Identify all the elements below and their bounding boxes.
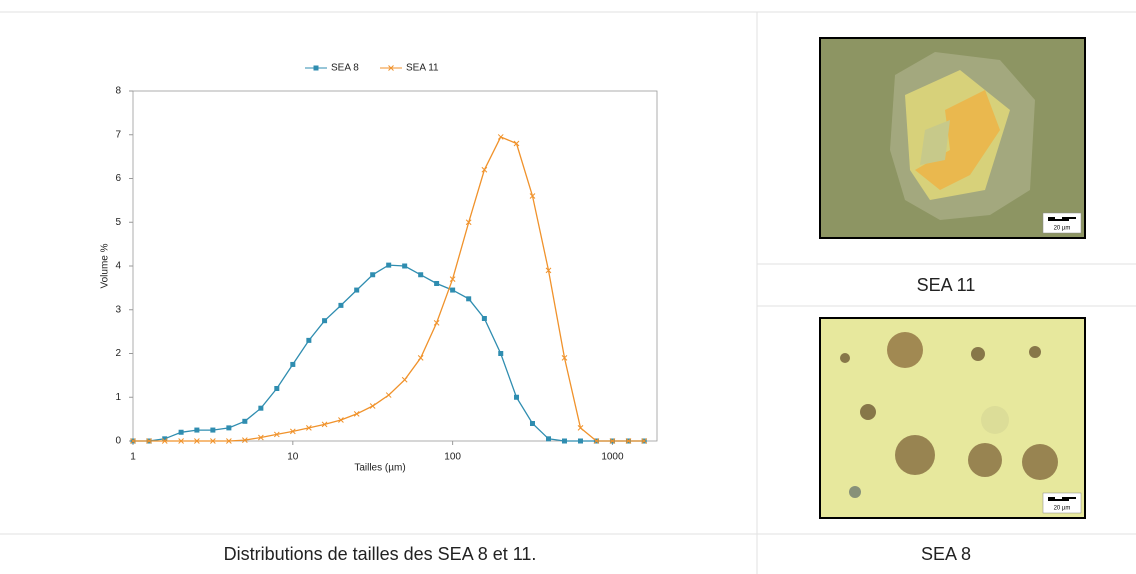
y-tick-label: 0 — [115, 436, 121, 447]
figure-caption: Distributions de tailles des SEA 8 et 11… — [224, 544, 537, 564]
marker — [561, 355, 568, 361]
marker — [370, 272, 376, 278]
marker — [274, 386, 280, 391]
marker — [498, 351, 504, 356]
marker — [241, 437, 248, 443]
marker — [513, 140, 520, 147]
marker — [161, 438, 168, 444]
marker — [481, 316, 487, 321]
marker — [369, 403, 376, 409]
y-tick-label: 3 — [115, 304, 121, 315]
marker — [338, 417, 344, 423]
marker — [609, 438, 616, 444]
y-tick-label: 4 — [115, 261, 121, 272]
marker — [273, 431, 280, 438]
y-tick-label: 8 — [115, 86, 121, 97]
x-tick-label: 1 — [130, 452, 136, 463]
x-tick-label: 100 — [444, 452, 461, 463]
image-caption: SEA 11 — [917, 275, 976, 295]
marker — [146, 438, 152, 444]
marker — [465, 219, 472, 226]
marker — [242, 418, 248, 424]
x-tick-label: 1000 — [601, 452, 624, 463]
series-line — [133, 264, 645, 442]
marker — [497, 134, 504, 140]
y-tick-label: 5 — [115, 217, 121, 228]
legend-marker — [388, 65, 394, 71]
marker — [258, 405, 264, 411]
marker — [258, 434, 264, 441]
marker — [321, 421, 328, 428]
marker — [194, 438, 200, 444]
image-caption: SEA 8 — [921, 544, 971, 564]
marker — [449, 276, 456, 282]
marker — [545, 267, 552, 274]
marker — [322, 318, 328, 324]
marker — [434, 281, 440, 286]
marker — [561, 438, 567, 444]
marker — [210, 438, 216, 444]
marker — [466, 296, 472, 302]
marker — [306, 337, 312, 343]
marker — [417, 355, 424, 361]
micrograph: 20 µm — [819, 317, 1086, 519]
marker — [226, 438, 232, 444]
micrograph: 20 µm — [819, 37, 1086, 239]
marker — [577, 438, 583, 444]
marker — [353, 411, 360, 417]
marker — [625, 438, 632, 444]
marker — [338, 302, 344, 308]
scale-label: 20 µm — [1054, 226, 1071, 232]
marker — [385, 392, 392, 398]
legend-marker — [313, 65, 319, 71]
y-tick-label: 7 — [115, 129, 121, 140]
marker — [418, 272, 424, 278]
marker — [210, 427, 216, 433]
marker — [401, 376, 408, 383]
marker — [450, 287, 456, 293]
y-tick-label: 2 — [115, 348, 121, 359]
marker — [289, 428, 296, 435]
marker — [546, 436, 552, 442]
marker — [641, 438, 648, 444]
legend-label: SEA 11 — [406, 63, 439, 74]
x-axis-title: Tailles (µm) — [354, 463, 405, 474]
legend-label: SEA 8 — [331, 63, 359, 74]
marker — [194, 427, 200, 433]
marker — [162, 436, 168, 442]
marker — [481, 166, 488, 173]
scale-label: 20 µm — [1054, 506, 1071, 512]
marker — [529, 421, 535, 426]
marker — [130, 438, 136, 444]
marker — [290, 361, 296, 367]
marker — [433, 320, 440, 326]
marker — [354, 287, 360, 293]
marker — [529, 193, 536, 199]
marker — [386, 262, 392, 268]
marker — [593, 438, 600, 444]
y-axis-title: Volume % — [100, 243, 111, 288]
marker — [306, 425, 312, 431]
marker — [178, 429, 184, 435]
marker — [402, 263, 408, 269]
marker — [178, 438, 184, 444]
marker — [514, 394, 520, 400]
marker — [577, 425, 584, 431]
x-tick-label: 10 — [287, 452, 299, 463]
y-tick-label: 1 — [115, 392, 121, 403]
marker — [226, 425, 232, 431]
y-tick-label: 6 — [115, 173, 121, 184]
